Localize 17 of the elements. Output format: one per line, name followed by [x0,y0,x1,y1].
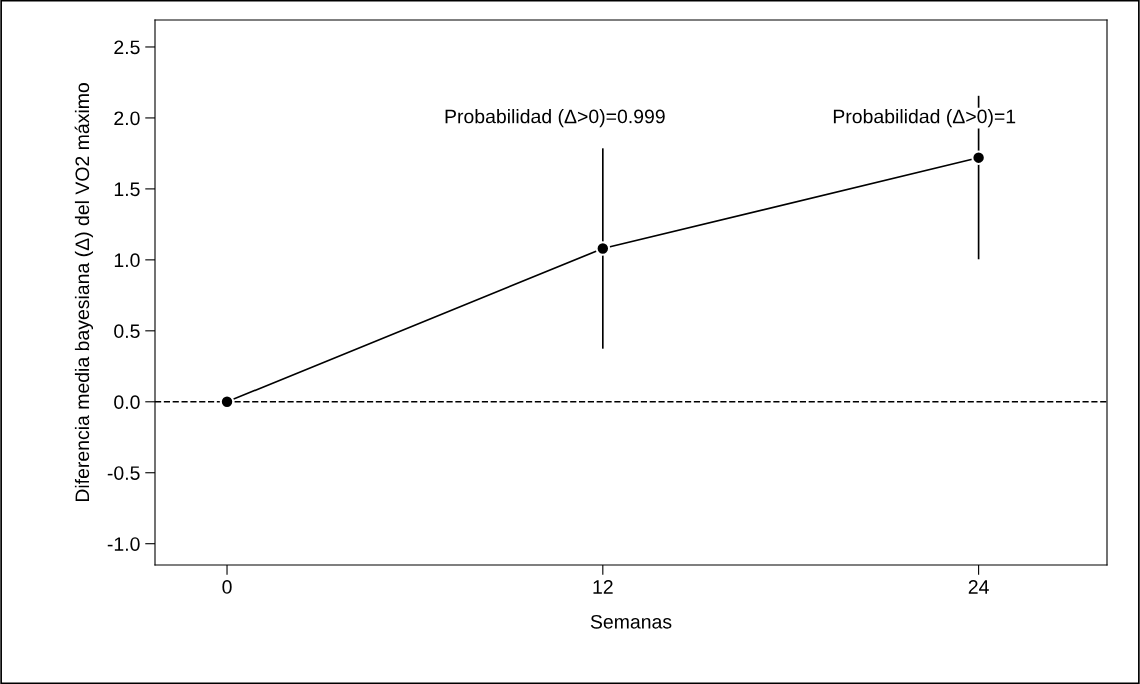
y-tick-label: 2.0 [114,111,140,126]
y-tick-label: 2.5 [114,40,140,55]
y-tick-label: -1.0 [107,537,140,551]
y-tick-label: -0.5 [107,466,140,480]
x-tick-label: 24 [968,580,989,594]
x-tick-label: 0 [222,580,232,594]
y-tick-label: 0.5 [114,324,140,339]
point [971,150,986,165]
y-tick-label: 1.0 [114,253,140,268]
x-tick-label: 12 [593,580,613,594]
y-tick-label: 1.5 [114,182,140,197]
point [595,241,611,256]
y-tick-label: 0.0 [114,395,140,410]
x-axis-title: Semanas [590,614,672,629]
y-axis-title: Diferencia media bayesiana (Δ) del VO2 máximo [74,83,94,502]
annotation: Probabilidad (Δ>0)=0.999 [445,109,665,128]
annotation: Probabilidad (Δ>0)=1 [833,109,1016,128]
